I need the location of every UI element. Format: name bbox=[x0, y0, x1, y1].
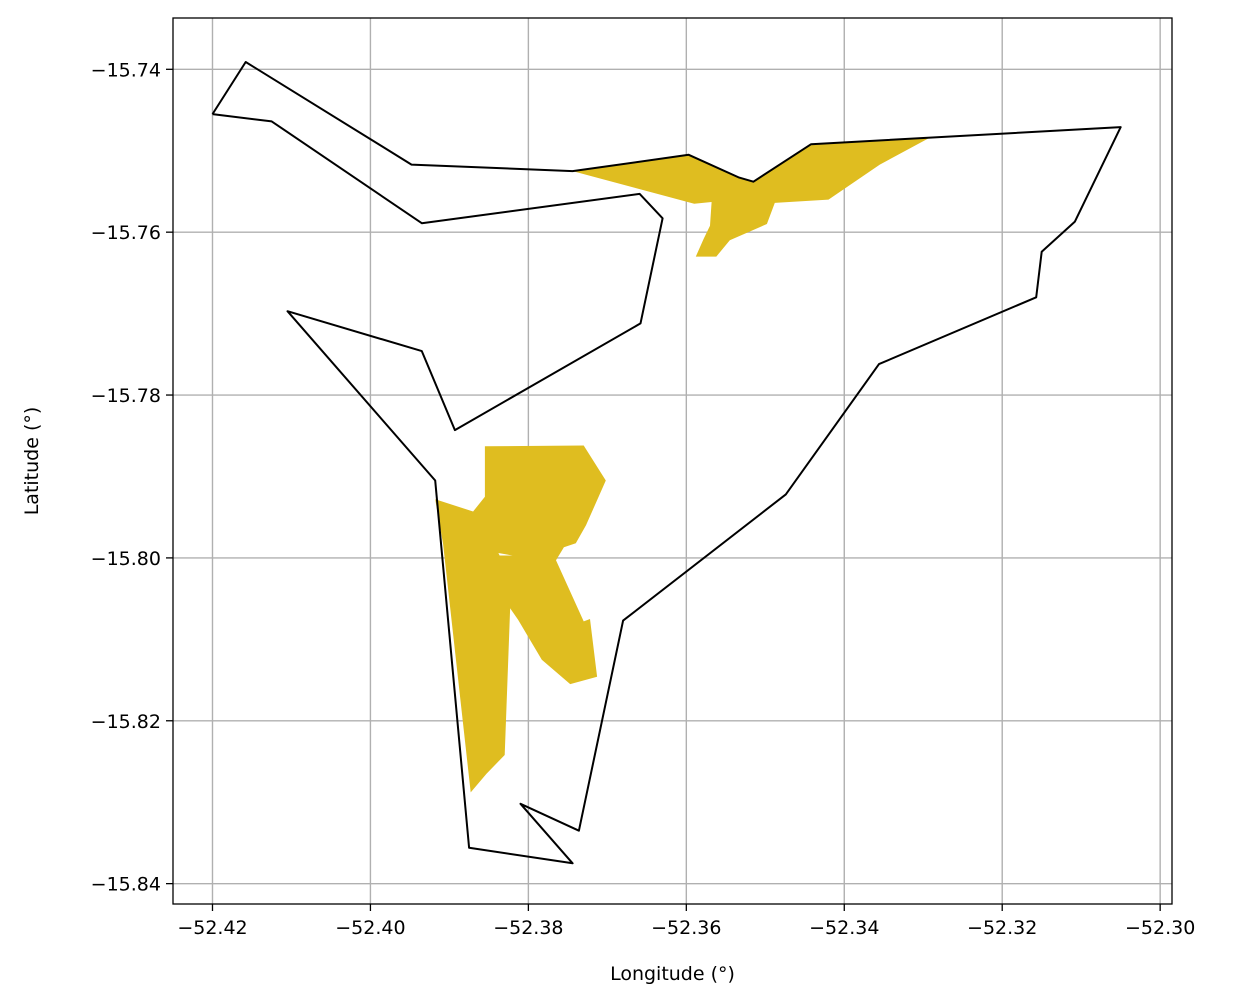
y-tick-label-1: −15.76 bbox=[91, 222, 161, 244]
x-tick-label-0: −52.42 bbox=[177, 917, 247, 939]
x-tick-label-4: −52.34 bbox=[809, 917, 879, 939]
x-tick-label-2: −52.38 bbox=[493, 917, 563, 939]
filled-region-0 bbox=[572, 137, 930, 257]
x-tick-label-6: −52.30 bbox=[1125, 917, 1195, 939]
y-axis-label: Latitude (°) bbox=[21, 407, 43, 516]
x-tick-label-3: −52.36 bbox=[651, 917, 721, 939]
filled-region-1 bbox=[435, 445, 606, 793]
boundary-layer bbox=[211, 61, 1122, 865]
y-tick-label-5: −15.84 bbox=[91, 874, 161, 896]
y-tick-label-2: −15.78 bbox=[91, 385, 161, 407]
y-tick-label-4: −15.82 bbox=[91, 711, 161, 733]
filled-regions bbox=[435, 137, 930, 793]
x-axis: −52.42 −52.40 −52.38 −52.36 −52.34 −52.32 −52.… bbox=[177, 904, 1195, 939]
x-tick-label-1: −52.40 bbox=[335, 917, 405, 939]
y-tick-label-0: −15.74 bbox=[91, 59, 161, 81]
y-tick-label-3: −15.80 bbox=[91, 548, 161, 570]
x-axis-label: Longitude (°) bbox=[610, 963, 735, 985]
plot-frame bbox=[172, 17, 1173, 905]
grid bbox=[173, 18, 1172, 904]
x-tick-label-5: −52.32 bbox=[967, 917, 1037, 939]
boundary-polygon bbox=[211, 61, 1122, 865]
y-axis: −15.74 −15.76 −15.78 −15.80 −15.82 −15.84 bbox=[91, 59, 173, 896]
